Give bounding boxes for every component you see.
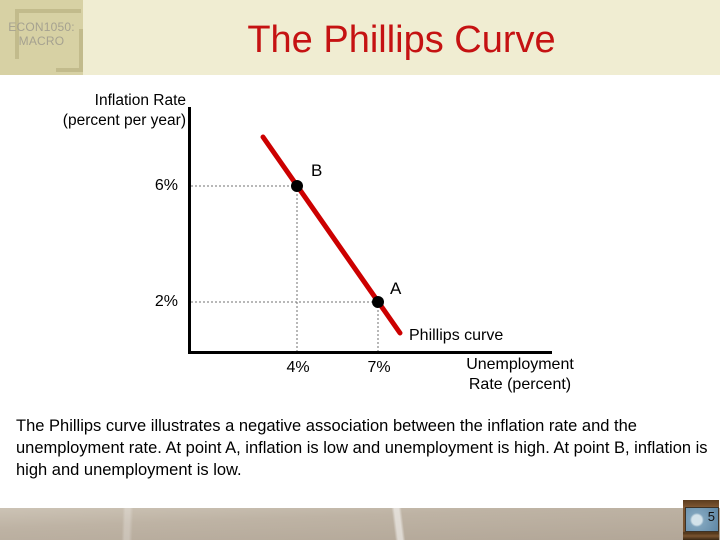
y-tick-2pct: 2% [154,293,178,310]
y-axis-label: Inflation Rate (percent per year) [18,91,186,131]
x-tick-4pct: 4% [286,359,310,376]
point-b-label: B [311,161,323,180]
course-name: MACRO [18,34,65,48]
course-logo: ECON1050: MACRO [0,0,83,75]
thumbnail-blue-book-icon [685,507,719,532]
logo-bracket-bottom-right-icon [56,29,83,72]
x-tick-7pct: 7% [367,359,391,376]
y-axis-label-line1: Inflation Rate [94,92,186,109]
point-b-dot [291,180,303,192]
y-axis-label-line2: (percent per year) [62,112,186,129]
footer-thumbnail-image: 5 [683,500,719,540]
phillips-curve-label: Phillips curve [409,327,504,344]
page-number: 5 [707,509,715,524]
slide-caption: The Phillips curve illustrates a negativ… [16,417,708,479]
header-band: The Phillips Curve ECON1050: MACRO [0,0,720,75]
x-axis-label-line2: Rate (percent) [468,376,572,393]
x-axis-label-line1: Unemployment [466,356,574,373]
footer-band [0,508,720,540]
logo-bracket-top-left-icon [15,9,81,59]
y-tick-6pct: 6% [154,177,178,194]
slide-title: The Phillips Curve [247,19,556,61]
course-logo-text: ECON1050: MACRO [0,20,83,48]
point-a-label: A [390,279,402,298]
x-axis-label: Unemployment Rate (percent) [450,355,590,395]
course-code: ECON1050: [8,20,75,34]
point-a-dot [372,296,384,308]
